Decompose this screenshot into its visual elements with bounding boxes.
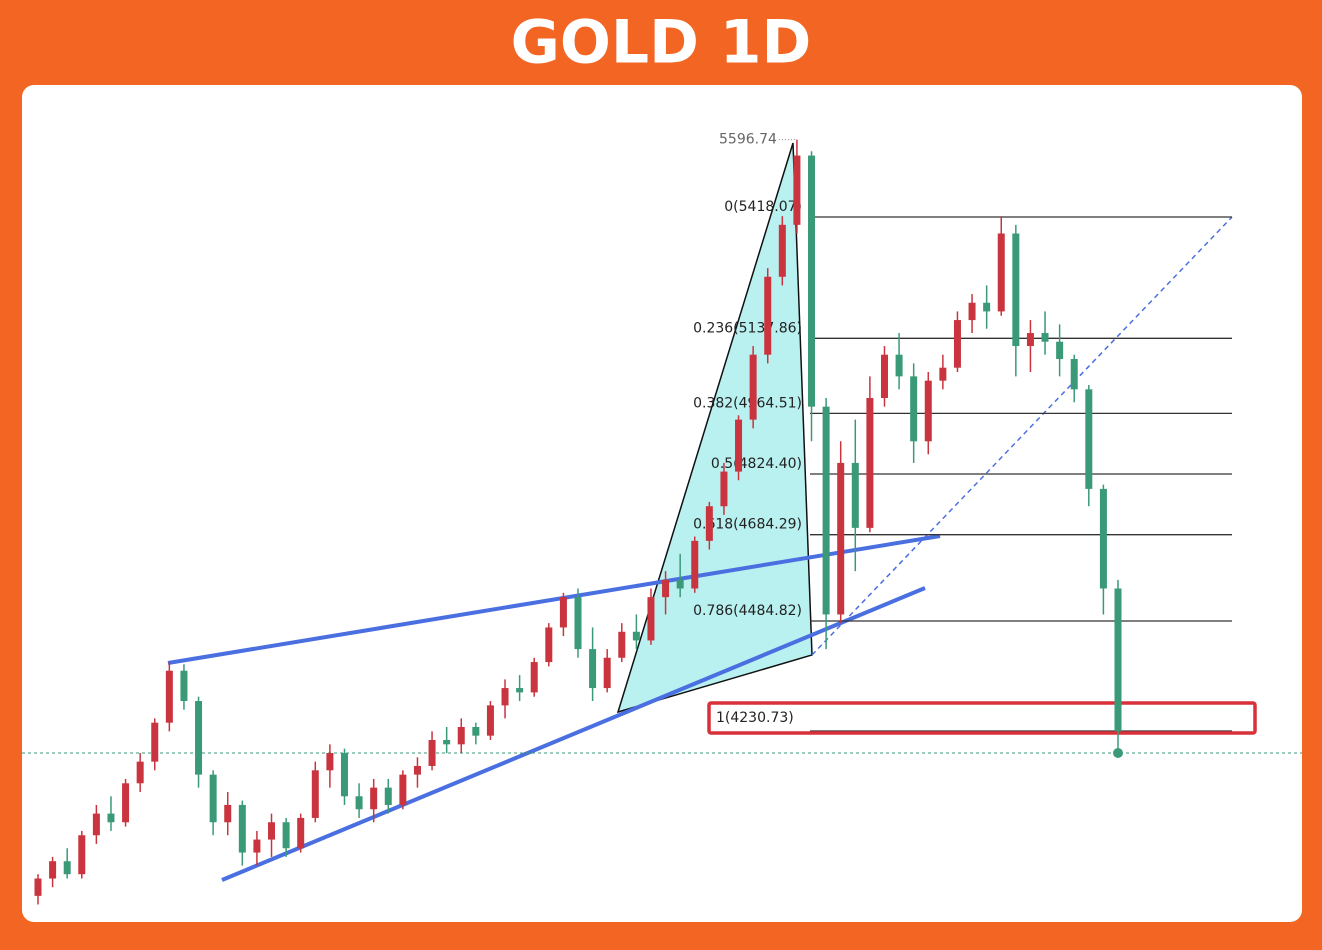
candle-body: [399, 774, 407, 805]
candle-body: [1099, 488, 1107, 589]
candle-body: [764, 276, 772, 355]
triangle-pattern: [616, 142, 813, 714]
candle-body: [837, 462, 845, 615]
candle-body: [253, 839, 261, 853]
fib-label: 0(5418.07): [724, 199, 802, 215]
candle-body: [282, 822, 290, 849]
candle-body: [413, 765, 421, 775]
candle-body: [910, 376, 918, 442]
candle-body: [1070, 359, 1078, 390]
candle-body: [180, 670, 188, 702]
candle-body: [297, 817, 305, 849]
candle-body: [457, 727, 465, 745]
candle-body: [691, 540, 699, 589]
candle-body: [63, 861, 71, 875]
candle-body: [136, 761, 144, 784]
candle-body: [778, 224, 786, 277]
fib-label: 0.5(4824.40): [711, 456, 802, 472]
candle-body: [647, 597, 655, 641]
candle-body: [545, 627, 553, 663]
candle-body: [603, 657, 611, 689]
candle-body: [530, 662, 538, 693]
candle-body: [983, 302, 991, 312]
candle-body: [851, 462, 859, 528]
candle-body: [618, 631, 626, 658]
trend-line: [221, 586, 926, 882]
candle-body: [428, 740, 436, 766]
candle-body: [720, 471, 728, 507]
candle-body: [78, 835, 86, 875]
candle-body: [92, 813, 100, 836]
candle-body: [574, 597, 582, 650]
candle-body: [355, 796, 363, 810]
candle-body: [165, 670, 173, 723]
candle-body: [895, 354, 903, 377]
fib-label: 0.236(5137.86): [693, 320, 802, 336]
candle-body: [1012, 233, 1020, 347]
candle-body: [589, 649, 597, 689]
trend-line: [167, 534, 941, 665]
candle-body: [1041, 333, 1049, 342]
fib-label: 0.618(4684.29): [693, 517, 802, 533]
candle-body: [997, 233, 1005, 312]
candle-body: [793, 155, 801, 225]
chart-title: GOLD 1D: [511, 8, 812, 78]
candle-body: [968, 302, 976, 321]
candle-body: [705, 506, 713, 541]
candle-body: [1026, 333, 1034, 347]
candle-body: [749, 354, 757, 420]
candle-body: [122, 783, 130, 823]
panel: [22, 85, 1302, 922]
candle-body: [238, 804, 246, 853]
candle-body: [516, 688, 524, 693]
peak-label: 5596.74: [719, 132, 777, 148]
candle-body: [808, 155, 816, 407]
candle-body: [151, 722, 159, 762]
candle-body: [472, 727, 480, 736]
candle-body: [501, 688, 509, 706]
fib-label: 0.786(4484.82): [693, 603, 802, 619]
candle-body: [939, 367, 947, 381]
candle-body: [866, 397, 874, 528]
candle-body: [486, 705, 494, 736]
candle-body: [107, 813, 115, 823]
candle-body: [326, 752, 334, 771]
candle-body: [880, 354, 888, 398]
fib-label: 1(4230.73): [716, 710, 794, 726]
candle-body: [268, 822, 276, 840]
candle-body: [34, 878, 42, 896]
candle-body: [1056, 341, 1064, 360]
highlight-box: [707, 701, 1257, 735]
candle-body: [340, 752, 348, 797]
candle-body: [676, 579, 684, 589]
candle-body: [443, 740, 451, 745]
candle-body: [49, 861, 57, 879]
candle-body: [822, 406, 830, 615]
candle-body: [209, 774, 217, 823]
fib-label: 0.382(4964.51): [693, 395, 802, 411]
candle-body: [953, 320, 961, 368]
candle-body: [195, 701, 203, 775]
candle-body: [1085, 389, 1093, 489]
candle-body: [662, 579, 670, 598]
candle-body: [311, 770, 319, 818]
price-marker: [1113, 747, 1123, 758]
candle-body: [924, 380, 932, 442]
trend-line-dashed: [811, 216, 1233, 656]
candle-body: [384, 787, 392, 805]
candle-body: [370, 787, 378, 810]
candle-body: [559, 597, 567, 628]
candle-body: [735, 419, 743, 472]
candle-body: [1114, 588, 1122, 732]
candle-body: [224, 804, 232, 823]
candle-body: [632, 631, 640, 641]
plot: 0(5418.07) 0.236(5137.86) 0.382(4964.51) 0.…: [22, 132, 1302, 905]
